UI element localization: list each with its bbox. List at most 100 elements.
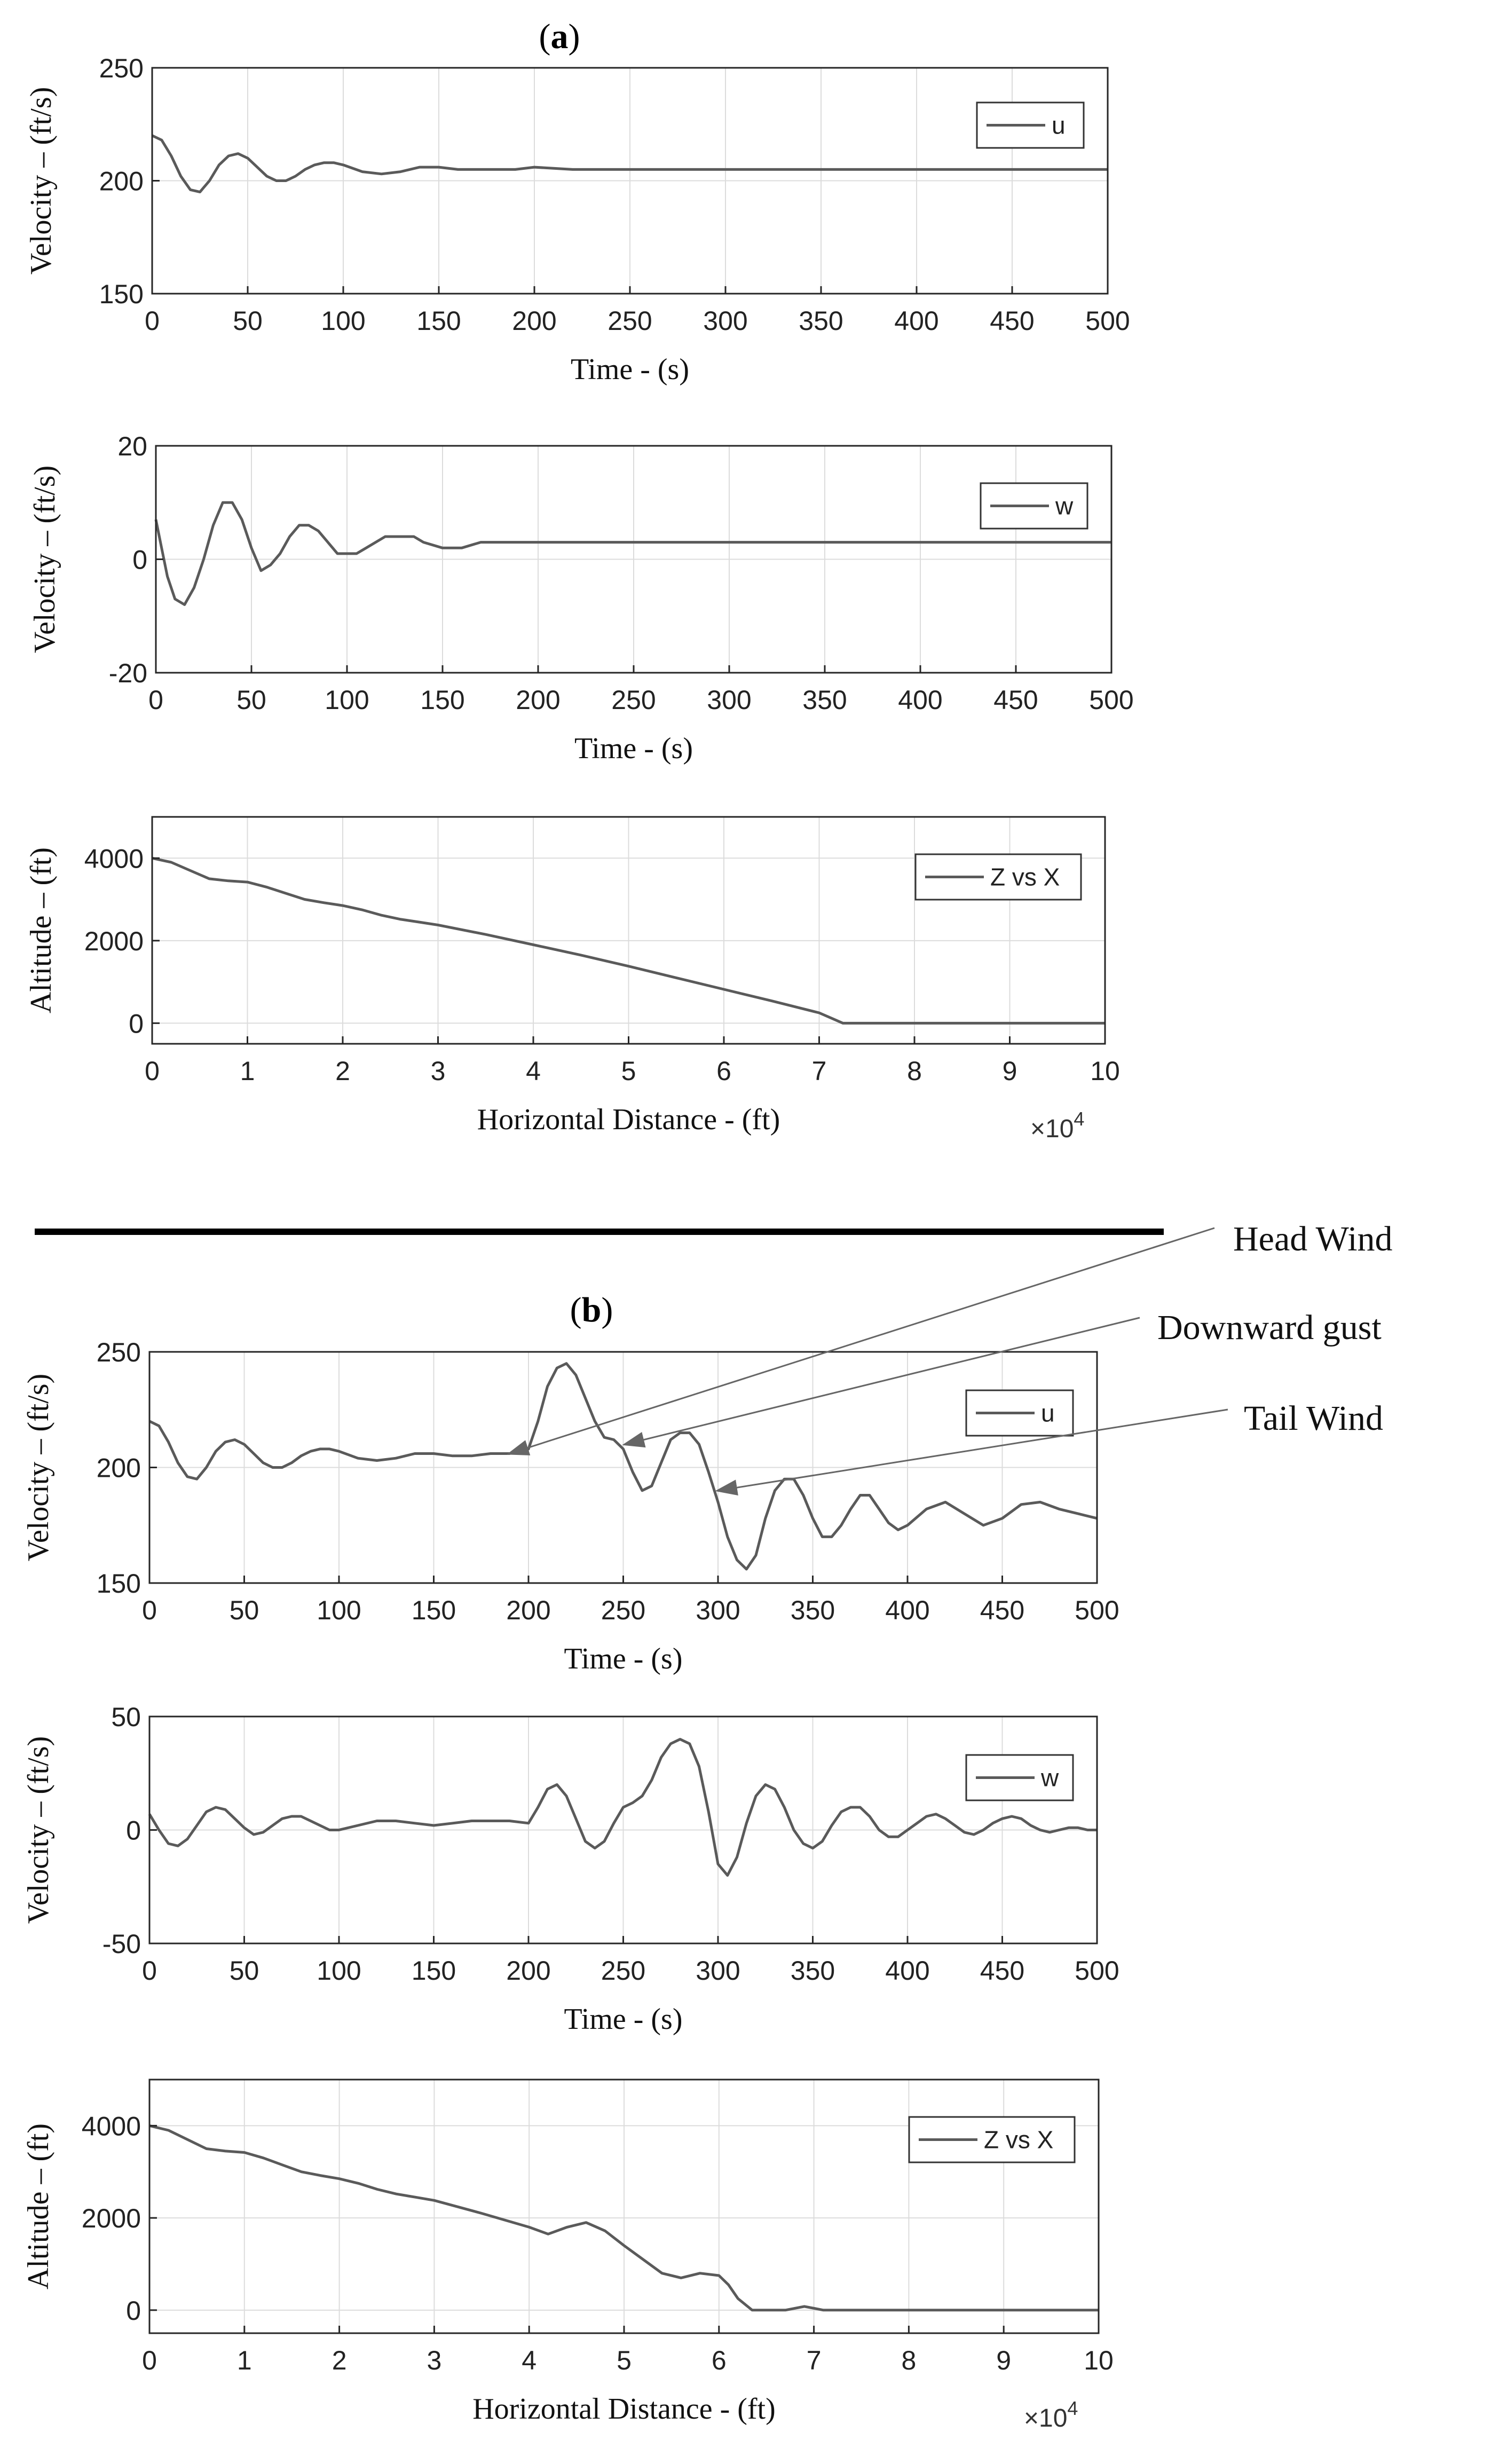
x-tick-label: 400 bbox=[894, 306, 938, 336]
x-tick-label: 450 bbox=[990, 306, 1034, 336]
x-tick-label: 500 bbox=[1075, 1956, 1119, 1986]
x-tick-label: 150 bbox=[412, 1956, 456, 1986]
x-tick-label: 5 bbox=[621, 1056, 636, 1086]
x-tick-label: 200 bbox=[516, 685, 560, 715]
x-tick-label: 50 bbox=[230, 1956, 259, 1986]
x-tick-label: 100 bbox=[317, 1956, 361, 1986]
legend-label: u bbox=[1052, 112, 1066, 139]
series-line-u bbox=[148, 1362, 1098, 1571]
y-tick-label: 200 bbox=[99, 167, 144, 196]
x-tick-label: 0 bbox=[142, 2345, 157, 2375]
x-axis-label: Time - (s) bbox=[564, 2003, 683, 2036]
legend-label: u bbox=[1041, 1399, 1055, 1427]
y-axis-label: Velocity – (ft/s) bbox=[28, 466, 61, 653]
x-tick-label: 150 bbox=[416, 306, 461, 336]
x-tick-label: 10 bbox=[1090, 1056, 1120, 1086]
y-tick-label: 150 bbox=[97, 1569, 141, 1599]
legend-label: Z vs X bbox=[990, 863, 1060, 891]
x-tick-label: 500 bbox=[1085, 306, 1130, 336]
panel-a-altitude-plot: 0 1 2 3 4 5 6 7 8 9 10 0 2000 4000 Horizontal Distance… bbox=[25, 816, 1120, 1143]
y-tick-label: 2000 bbox=[84, 926, 144, 956]
x-tick-label: 9 bbox=[1003, 1056, 1017, 1086]
x-exponent-label: ×104 bbox=[1030, 1108, 1084, 1143]
y-tick-label: 4000 bbox=[82, 2111, 141, 2141]
x-tick-label: 150 bbox=[420, 685, 464, 715]
x-tick-label: 100 bbox=[317, 1595, 361, 1625]
x-tick-label: 3 bbox=[431, 1056, 446, 1086]
x-tick-label: 400 bbox=[885, 1956, 929, 1986]
x-tick-label: 1 bbox=[240, 1056, 255, 1086]
x-tick-label: 200 bbox=[506, 1595, 550, 1625]
x-tick-label: 350 bbox=[799, 306, 843, 336]
annotation-text: Tail Wind bbox=[1244, 1399, 1383, 1438]
x-tick-label: 200 bbox=[512, 306, 556, 336]
y-tick-label: 0 bbox=[126, 2296, 141, 2326]
y-tick-label: 0 bbox=[126, 1816, 141, 1846]
annotation-tail-wind: Tail Wind bbox=[715, 1399, 1383, 1495]
x-tick-label: 300 bbox=[707, 685, 751, 715]
x-tick-label: 0 bbox=[148, 685, 163, 715]
x-tick-label: 10 bbox=[1084, 2345, 1114, 2375]
x-axis-label: Time - (s) bbox=[574, 732, 693, 765]
x-tick-label: 3 bbox=[427, 2345, 441, 2375]
x-axis-label: Time - (s) bbox=[571, 353, 689, 386]
annotation-text: Head Wind bbox=[1233, 1219, 1393, 1258]
x-tick-label: 450 bbox=[980, 1956, 1024, 1986]
x-tick-label: 9 bbox=[996, 2345, 1011, 2375]
panel-a-label: (a) bbox=[539, 17, 580, 56]
x-tick-label: 8 bbox=[901, 2345, 916, 2375]
x-tick-label: 100 bbox=[325, 685, 369, 715]
legend: Z vs X bbox=[914, 853, 1082, 901]
annotation-arrow bbox=[715, 1408, 1228, 1495]
y-tick-label: 50 bbox=[111, 1702, 141, 1732]
annotation-downward-gust: Downward gust bbox=[622, 1308, 1382, 1448]
x-tick-label: 250 bbox=[601, 1956, 645, 1986]
x-tick-label: 150 bbox=[412, 1595, 456, 1625]
x-tick-label: 0 bbox=[145, 306, 160, 336]
y-tick-label: 2000 bbox=[82, 2203, 141, 2233]
x-tick-label: 5 bbox=[617, 2345, 632, 2375]
legend-box bbox=[965, 1389, 1074, 1437]
y-tick-label: 0 bbox=[129, 1009, 144, 1038]
annotation-head-wind: Head Wind bbox=[506, 1219, 1393, 1455]
panel-b-w-velocity-plot: 0 50 100 150 200 250 300 350 400 450 500-50050Time… bbox=[22, 1702, 1119, 2036]
x-tick-label: 0 bbox=[142, 1956, 157, 1986]
panel-b-altitude-plot: 0 1 2 3 4 5 6 7 8 9 10 0 2000 4000 Horizontal Distance… bbox=[22, 2079, 1114, 2432]
x-tick-label: 50 bbox=[236, 685, 266, 715]
x-tick-label: 250 bbox=[608, 306, 652, 336]
annotation-arrow bbox=[622, 1317, 1140, 1448]
y-axis-label: Velocity – (ft/s) bbox=[25, 87, 58, 274]
x-tick-label: 300 bbox=[696, 1595, 740, 1625]
y-tick-label: 150 bbox=[99, 279, 144, 309]
x-tick-label: 1 bbox=[237, 2345, 252, 2375]
x-tick-label: 350 bbox=[802, 685, 847, 715]
y-tick-label: 0 bbox=[132, 545, 147, 575]
x-tick-label: 2 bbox=[332, 2345, 347, 2375]
series-line-w bbox=[148, 1738, 1097, 1877]
x-tick-label: 250 bbox=[611, 685, 656, 715]
x-tick-label: 200 bbox=[506, 1956, 550, 1986]
x-tick-label: 300 bbox=[696, 1956, 740, 1986]
y-axis-label: Velocity – (ft/s) bbox=[22, 1374, 55, 1561]
x-tick-label: 450 bbox=[980, 1595, 1024, 1625]
x-tick-label: 7 bbox=[812, 1056, 827, 1086]
y-tick-label: -50 bbox=[102, 1929, 141, 1959]
x-tick-label: 300 bbox=[703, 306, 747, 336]
x-tick-label: 500 bbox=[1089, 685, 1133, 715]
series-line-z-vs-x bbox=[152, 856, 1105, 1025]
x-tick-label: 6 bbox=[716, 1056, 731, 1086]
legend: u bbox=[965, 1389, 1074, 1437]
annotation-arrow bbox=[506, 1227, 1215, 1455]
panel-a-u-velocity-plot: 0 50 100 150 200 250 300 350 400 450 500 150 200 250 T… bbox=[25, 53, 1130, 386]
series-line-z-vs-x bbox=[149, 2124, 1099, 2312]
legend: w bbox=[965, 1754, 1074, 1801]
y-axis-label: Altitude – (ft) bbox=[22, 2123, 55, 2289]
x-tick-label: 450 bbox=[993, 685, 1038, 715]
x-tick-label: 400 bbox=[885, 1595, 929, 1625]
wind-annotations: Head Wind Downward gust Tail Wind bbox=[506, 1219, 1393, 1495]
panel-b-label: (b) bbox=[570, 1290, 613, 1329]
legend: u bbox=[976, 101, 1085, 149]
x-tick-label: 4 bbox=[526, 1056, 541, 1086]
y-axis-label: Altitude – (ft) bbox=[25, 847, 58, 1013]
x-tick-label: 500 bbox=[1075, 1595, 1119, 1625]
